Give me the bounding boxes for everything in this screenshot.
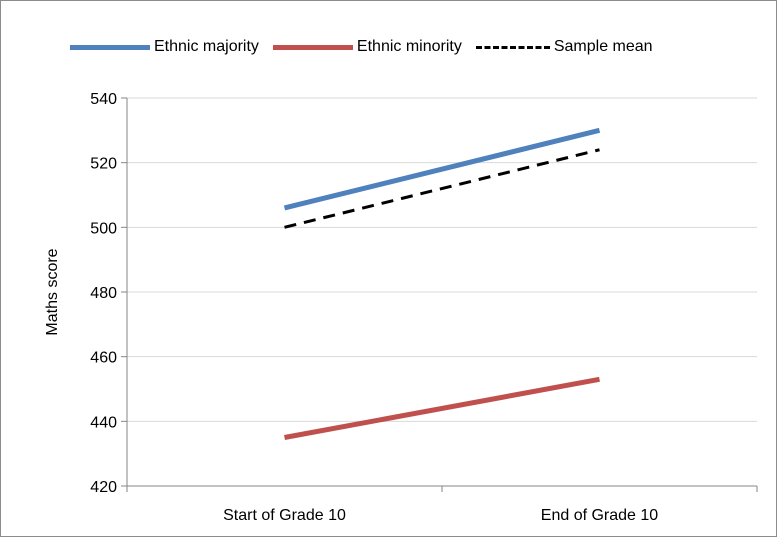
- y-tick-label-440: 440: [90, 414, 117, 431]
- legend-swatch-sample-mean: [475, 45, 550, 49]
- y-tick-label-540: 540: [90, 91, 117, 108]
- y-tick-label-480: 480: [90, 285, 117, 302]
- legend-label-minority: Ethnic minority: [356, 38, 462, 55]
- legend-swatch-majority: [70, 44, 150, 50]
- legend-item-sample-mean: Sample mean: [475, 38, 653, 56]
- legend-swatch-minority: [272, 44, 353, 50]
- legend-item-minority: Ethnic minority: [272, 38, 462, 56]
- y-axis-label: Maths score: [44, 248, 61, 335]
- y-tick-label-500: 500: [90, 220, 117, 237]
- legend-label-majority: Ethnic majority: [154, 38, 259, 55]
- series-line-0: [283, 127, 601, 211]
- y-tick-label-460: 460: [90, 350, 117, 367]
- x-tick-label-1: End of Grade 10: [541, 507, 659, 524]
- legend: Ethnic majority Ethnic minority Sample m…: [70, 36, 667, 58]
- x-tick-label-0: Start of Grade 10: [223, 507, 346, 524]
- y-tick-label-520: 520: [90, 156, 117, 173]
- series-line-2: [284, 148, 600, 229]
- y-tick-label-420: 420: [90, 479, 117, 496]
- series-line-1: [284, 376, 600, 440]
- legend-label-sample-mean: Sample mean: [553, 38, 653, 55]
- legend-item-majority: Ethnic majority: [70, 38, 259, 56]
